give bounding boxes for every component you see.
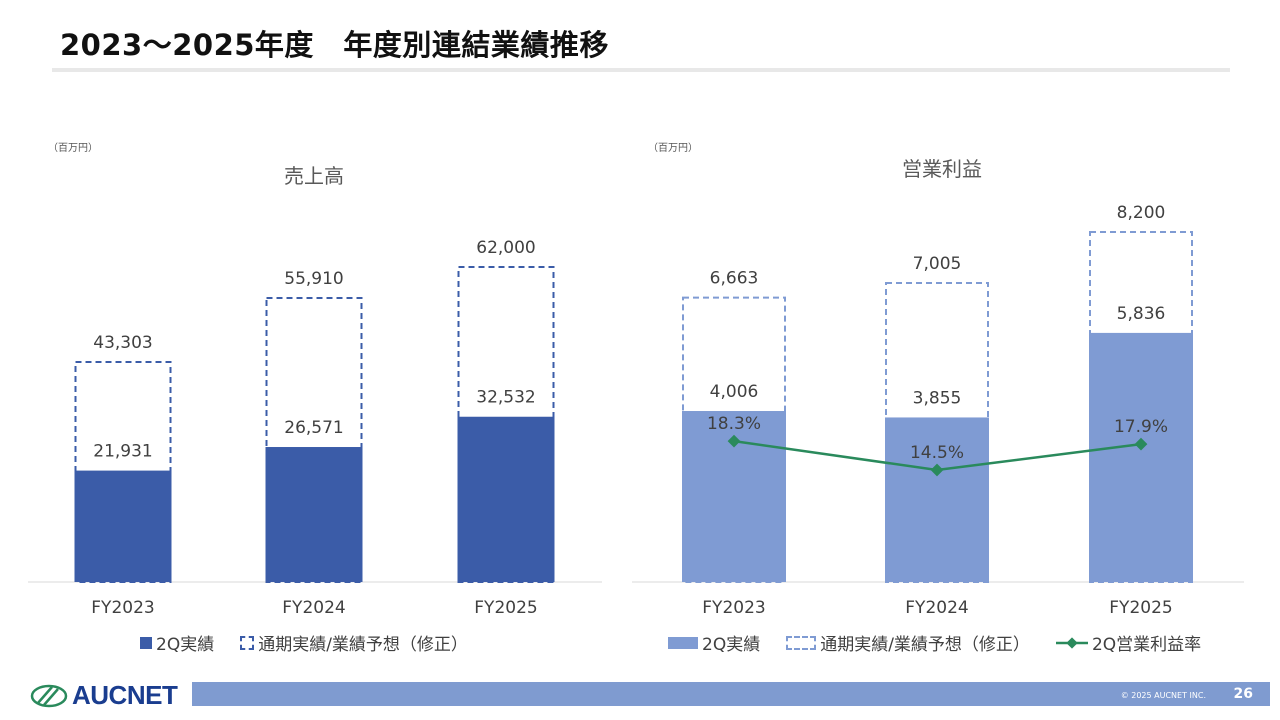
logo-text: AUCNET [72, 680, 178, 710]
forecast-data-label: 55,910 [284, 269, 343, 289]
forecast-data-label: 43,303 [93, 333, 152, 353]
actual-data-label: 4,006 [710, 382, 759, 402]
actual-bar [265, 447, 363, 582]
legend-item-2q-actual: 2Q実績 [668, 630, 760, 655]
x-tick-label: FY2025 [474, 598, 537, 618]
legend-swatch-solid [668, 636, 698, 649]
legend-swatch-dashed [786, 635, 817, 650]
x-tick-label: FY2024 [282, 598, 345, 618]
legend-item-full-year: 通期実績/業績予想（修正） [240, 630, 468, 655]
actual-data-label: 5,836 [1117, 304, 1166, 324]
legend-swatch-line [1055, 636, 1088, 649]
legend-swatch-dashed [240, 635, 255, 650]
logo-mark-icon [30, 684, 68, 707]
op-income-legend: 2Q実績 通期実績/業績予想（修正） 2Q営業利益率 [668, 630, 1227, 655]
x-tick-label: FY2025 [1109, 598, 1172, 618]
forecast-data-label: 62,000 [476, 238, 535, 258]
actual-bar [1089, 332, 1193, 582]
forecast-data-label: 7,005 [913, 254, 962, 274]
actual-bar [74, 470, 172, 582]
x-tick-label: FY2023 [91, 598, 154, 618]
x-tick-label: FY2024 [905, 598, 968, 618]
legend-item-full-year: 通期実績/業績予想（修正） [786, 630, 1030, 655]
op-income-chart-title: 営業利益 [902, 157, 982, 181]
actual-data-label: 26,571 [284, 418, 343, 438]
actual-data-label: 3,855 [913, 388, 962, 408]
op-income-unit-label: （百万円） [648, 143, 698, 154]
footer-bar [192, 682, 1270, 706]
sales-legend: 2Q実績 通期実績/業績予想（修正） [140, 630, 494, 655]
sales-chart-title: 売上高 [284, 164, 344, 188]
margin-data-label: 17.9% [1114, 417, 1168, 437]
legend-label: 2Q実績 [156, 635, 215, 655]
legend-label: 2Q営業利益率 [1091, 635, 1202, 655]
actual-data-label: 21,931 [93, 442, 152, 462]
title-divider [52, 68, 1230, 72]
legend-item-margin: 2Q営業利益率 [1055, 630, 1202, 655]
copyright-text: © 2025 AUCNET INC. [1120, 691, 1206, 700]
legend-label: 通期実績/業績予想（修正） [258, 635, 468, 655]
legend-label: 2Q実績 [702, 635, 761, 655]
actual-data-label: 32,532 [476, 388, 535, 408]
legend-label: 通期実績/業績予想（修正） [820, 635, 1030, 655]
legend-swatch-solid [140, 636, 152, 649]
actual-bar [457, 416, 555, 582]
x-tick-label: FY2023 [702, 598, 765, 618]
forecast-data-label: 6,663 [710, 269, 759, 289]
legend-item-2q-actual: 2Q実績 [140, 630, 214, 655]
aucnet-logo: AUCNET [30, 680, 178, 711]
page-number: 26 [1233, 686, 1253, 702]
actual-bar [885, 417, 989, 582]
sales-unit-label: （百万円） [48, 143, 98, 154]
forecast-data-label: 8,200 [1117, 203, 1166, 223]
margin-data-label: 14.5% [910, 443, 964, 463]
margin-data-label: 18.3% [707, 414, 761, 434]
page-title: 2023～2025年度 年度別連結業績推移 [60, 28, 609, 62]
